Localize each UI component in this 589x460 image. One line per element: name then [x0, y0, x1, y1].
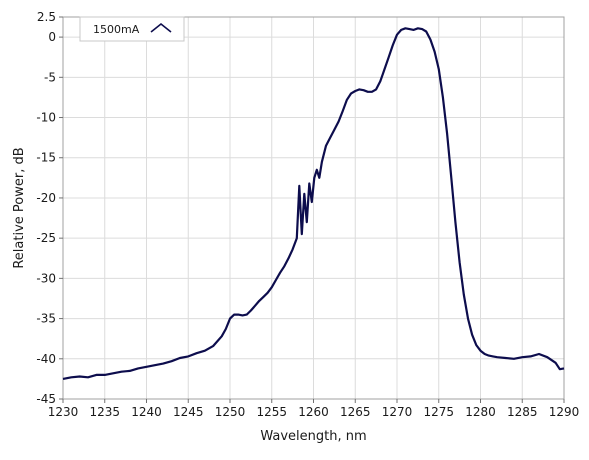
y-tick-label: -40: [36, 352, 56, 366]
y-tick-label: -45: [36, 392, 56, 406]
y-axis-title: Relative Power, dB: [12, 147, 27, 268]
x-tick-label: 1250: [215, 405, 246, 419]
y-tick-label: 2.5: [37, 10, 56, 24]
x-tick-label: 1255: [256, 405, 287, 419]
x-tick-label: 1275: [423, 405, 454, 419]
y-tick-label: -30: [36, 271, 56, 285]
x-tick-label: 1230: [48, 405, 79, 419]
series-layer: [62, 27, 565, 380]
legend-swatch-icon: [150, 22, 172, 33]
y-tick-label: -35: [36, 312, 56, 326]
legend-label: 1500mA: [93, 23, 140, 36]
x-tick-label: 1265: [340, 405, 371, 419]
x-tick-label: 1285: [507, 405, 538, 419]
x-axis-title: Wavelength, nm: [260, 429, 366, 444]
series-line: [62, 27, 565, 380]
y-tick-label: -25: [36, 231, 56, 245]
y-tick-label: -15: [36, 151, 56, 165]
y-tick-label: -20: [36, 191, 56, 205]
y-axis: 2.5 0 -5 -10 -15 -20 -25 -30 -35 -40 -45: [36, 10, 63, 406]
y-tick-label: -10: [36, 111, 56, 125]
x-tick-label: 1260: [298, 405, 329, 419]
x-tick-label: 1240: [131, 405, 162, 419]
x-tick-label: 1280: [465, 405, 496, 419]
x-axis: 1230 1235 1240 1245 1250 1255 1260 1265 1270 1275…: [48, 399, 580, 419]
legend: 1500mA: [79, 16, 185, 42]
grid: [62, 16, 565, 400]
x-tick-label: 1245: [173, 405, 204, 419]
y-tick-label: -5: [44, 70, 56, 84]
y-tick-label: 0: [48, 30, 56, 44]
x-tick-label: 1235: [89, 405, 120, 419]
x-tick-label: 1270: [382, 405, 413, 419]
x-tick-label: 1290: [549, 405, 580, 419]
